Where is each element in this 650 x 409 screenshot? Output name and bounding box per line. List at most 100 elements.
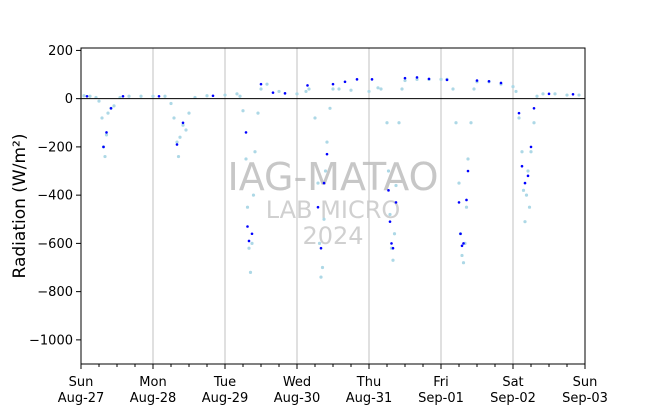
data-point-dark: [390, 242, 393, 245]
data-point-light: [331, 87, 335, 91]
x-tick-date: Sep-01: [418, 391, 464, 406]
data-point-dark: [306, 84, 309, 87]
watermark-line-2: LAB MICRO: [266, 196, 401, 224]
data-point-light: [403, 78, 407, 83]
data-point-light: [139, 94, 143, 98]
data-point-dark: [465, 198, 468, 202]
data-point-light: [325, 140, 329, 144]
data-point-light: [397, 121, 401, 125]
data-point-dark: [388, 220, 392, 223]
data-point-dark: [370, 78, 374, 81]
data-point-light: [88, 94, 92, 98]
x-tick-day: Fri: [433, 375, 449, 390]
data-point-dark: [102, 145, 105, 149]
data-point-light: [223, 93, 227, 97]
data-point-light: [394, 183, 398, 188]
data-point-dark: [271, 91, 275, 94]
watermark: IAG-MATAO LAB MICRO 2024: [227, 155, 438, 250]
data-point-light: [529, 150, 533, 154]
data-point-light: [253, 150, 257, 154]
data-point-dark: [403, 76, 407, 80]
data-point-dark: [462, 242, 465, 245]
data-point-light: [322, 217, 326, 221]
data-point-dark: [394, 201, 398, 204]
x-tick-date: Aug-27: [58, 391, 105, 406]
data-point-dark: [343, 80, 347, 84]
y-tick-label: −200: [37, 140, 73, 155]
data-point-light: [238, 94, 242, 98]
data-point-dark: [459, 232, 462, 236]
data-point-light: [415, 77, 419, 81]
watermark-line-1: IAG-MATAO: [227, 155, 438, 199]
data-point-light: [524, 193, 529, 197]
data-point-light: [245, 205, 250, 209]
data-point-dark: [445, 78, 449, 82]
data-point-dark: [427, 77, 431, 81]
data-point-light: [317, 241, 322, 245]
data-point-light: [151, 94, 155, 98]
data-point-light: [472, 87, 476, 91]
data-point-light: [541, 92, 545, 96]
data-point-dark: [460, 244, 464, 248]
data-point-dark: [259, 82, 263, 86]
data-point-light: [323, 169, 328, 173]
data-point-dark: [415, 76, 419, 79]
data-point-light: [454, 121, 458, 125]
y-axis: 200 0 −200 −400 −600 −800 −1000: [29, 44, 81, 348]
data-point-light: [265, 82, 269, 86]
data-point-dark: [523, 181, 527, 185]
data-point-light: [464, 205, 469, 209]
data-point-light: [328, 106, 332, 110]
data-point-light: [517, 116, 521, 120]
x-tick-day: Tue: [213, 375, 236, 390]
data-point-dark: [457, 201, 461, 204]
data-point-light: [553, 92, 557, 96]
x-tick-day: Sat: [502, 375, 523, 390]
y-tick-label: −800: [37, 285, 73, 300]
data-point-light: [451, 87, 455, 91]
x-tick-date: Aug-30: [274, 391, 321, 406]
data-point-dark: [247, 239, 251, 243]
data-point-light: [388, 212, 392, 217]
data-point-light: [295, 92, 299, 96]
y-tick-label: −400: [37, 189, 73, 204]
data-point-dark: [571, 93, 575, 96]
data-point-light: [520, 150, 524, 154]
data-point-light: [514, 89, 518, 94]
data-point-light: [376, 86, 380, 90]
data-point-light: [277, 89, 281, 94]
data-point-light: [163, 94, 167, 98]
data-point-light: [392, 232, 397, 236]
data-point-light: [172, 116, 176, 120]
data-point-dark: [316, 205, 320, 209]
points-layer: [82, 76, 581, 279]
x-tick-day: Sun: [573, 375, 598, 390]
data-point-light: [176, 154, 181, 159]
data-point-dark: [532, 107, 536, 110]
data-point-light: [523, 220, 527, 224]
data-point-dark: [466, 169, 470, 173]
data-point-light: [103, 154, 107, 159]
data-point-light: [526, 169, 530, 173]
data-point-dark: [475, 79, 479, 82]
data-point-light: [235, 92, 239, 96]
data-point-light: [178, 135, 182, 139]
y-tick-label: −600: [37, 237, 73, 252]
data-point-light: [307, 87, 311, 91]
data-point-light: [385, 121, 389, 125]
x-tick-day: Sun: [69, 375, 94, 390]
data-point-light: [127, 94, 131, 98]
data-point-light: [104, 133, 109, 137]
data-point-light: [535, 94, 539, 98]
data-point-light: [460, 253, 464, 258]
x-tick-day: Thu: [356, 375, 381, 390]
data-point-light: [565, 93, 569, 97]
data-point-light: [106, 111, 110, 115]
data-point-light: [439, 77, 443, 81]
data-point-dark: [487, 79, 491, 83]
data-point-dark: [175, 143, 179, 146]
data-point-dark: [211, 94, 215, 98]
data-point-dark: [526, 174, 530, 178]
